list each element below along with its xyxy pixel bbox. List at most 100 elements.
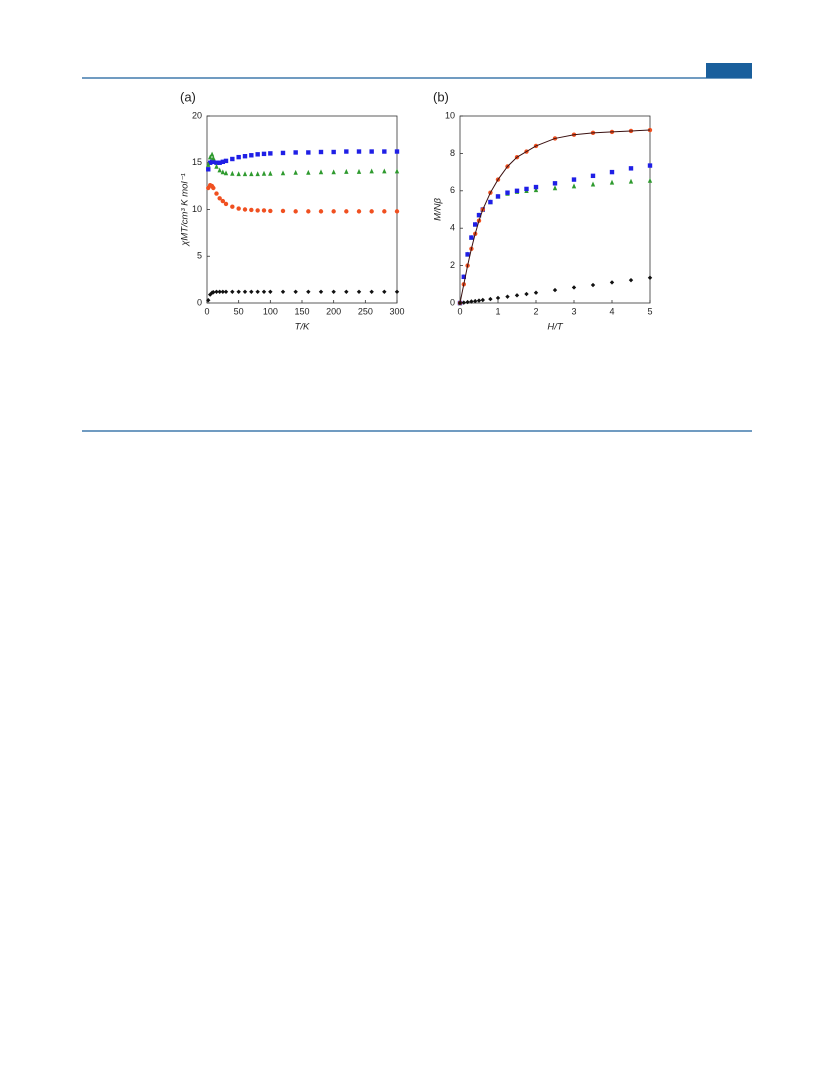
data-point bbox=[356, 209, 362, 214]
data-point bbox=[356, 149, 362, 154]
data-point bbox=[268, 289, 273, 294]
x-tick-label: 50 bbox=[234, 306, 244, 316]
data-point bbox=[318, 149, 324, 155]
data-point bbox=[242, 154, 248, 159]
data-point bbox=[242, 207, 248, 212]
data-point bbox=[533, 184, 539, 190]
data-point bbox=[261, 289, 267, 294]
data-point bbox=[571, 285, 577, 290]
data-point bbox=[242, 289, 248, 294]
data-point bbox=[457, 300, 463, 306]
data-point bbox=[461, 300, 466, 305]
data-point bbox=[230, 289, 235, 294]
data-point bbox=[476, 212, 482, 218]
data-point bbox=[382, 168, 387, 174]
x-axis-label: H/T bbox=[547, 322, 564, 333]
data-point bbox=[590, 282, 596, 288]
data-point bbox=[268, 151, 273, 156]
data-point bbox=[223, 170, 229, 176]
data-point bbox=[469, 299, 474, 304]
data-point bbox=[220, 169, 226, 175]
data-point bbox=[230, 170, 235, 176]
data-point bbox=[331, 289, 336, 294]
data-point bbox=[249, 289, 254, 294]
data-point bbox=[609, 169, 615, 175]
data-point bbox=[461, 274, 466, 280]
data-point bbox=[571, 183, 577, 189]
data-point bbox=[628, 277, 634, 283]
data-point bbox=[223, 201, 229, 207]
data-point bbox=[211, 290, 216, 295]
fit-line bbox=[459, 129, 651, 304]
data-point bbox=[514, 188, 520, 193]
data-point bbox=[214, 289, 219, 294]
data-point bbox=[293, 289, 298, 294]
data-point bbox=[647, 275, 653, 280]
data-point bbox=[473, 222, 478, 227]
data-point bbox=[306, 209, 311, 214]
data-point bbox=[249, 153, 254, 158]
x-tick-label: 1 bbox=[495, 306, 500, 316]
data-point bbox=[369, 289, 374, 294]
data-point bbox=[318, 209, 324, 214]
data-point bbox=[628, 166, 634, 171]
plot-frame bbox=[206, 115, 398, 304]
data-point bbox=[306, 169, 311, 175]
data-point bbox=[514, 293, 520, 298]
data-point bbox=[236, 289, 241, 294]
y-tick-label: 5 bbox=[197, 251, 202, 261]
panel-label: (b) bbox=[433, 89, 449, 104]
header-tab bbox=[706, 63, 752, 78]
data-point bbox=[318, 289, 324, 294]
panel-label: (a) bbox=[180, 89, 196, 104]
data-point bbox=[473, 298, 478, 304]
data-point bbox=[647, 177, 653, 183]
data-point bbox=[220, 289, 226, 294]
data-point bbox=[647, 127, 653, 133]
data-point bbox=[214, 163, 219, 169]
x-tick-label: 250 bbox=[358, 306, 373, 316]
data-point bbox=[209, 151, 215, 157]
data-point bbox=[394, 168, 400, 174]
x-axis-label: T/K bbox=[295, 322, 310, 333]
data-point bbox=[476, 298, 482, 303]
data-point bbox=[236, 171, 241, 177]
x-tick-label: 200 bbox=[326, 306, 341, 316]
data-point bbox=[533, 187, 539, 193]
data-point bbox=[344, 168, 349, 174]
data-point bbox=[242, 171, 248, 177]
y-tick-label: 10 bbox=[192, 204, 202, 214]
data-point bbox=[261, 151, 267, 157]
data-point bbox=[211, 185, 216, 191]
data-point bbox=[382, 209, 387, 214]
data-point bbox=[495, 194, 501, 199]
data-point bbox=[211, 159, 216, 165]
data-point bbox=[488, 199, 493, 205]
data-point bbox=[394, 289, 400, 294]
x-tick-label: 5 bbox=[647, 306, 652, 316]
data-point bbox=[331, 149, 336, 155]
data-point bbox=[261, 170, 267, 176]
y-tick-label: 15 bbox=[192, 157, 202, 167]
data-point bbox=[495, 295, 501, 301]
data-point bbox=[280, 150, 286, 156]
data-point bbox=[552, 181, 558, 186]
data-point bbox=[230, 204, 235, 209]
data-point bbox=[394, 209, 400, 214]
y-tick-label: 0 bbox=[450, 297, 455, 307]
data-point bbox=[280, 208, 286, 214]
data-point bbox=[465, 252, 470, 257]
y-tick-label: 20 bbox=[192, 110, 202, 120]
y-tick-label: 6 bbox=[450, 185, 455, 195]
x-tick-label: 0 bbox=[457, 306, 462, 316]
data-point bbox=[293, 150, 298, 155]
y-tick-label: 8 bbox=[450, 148, 455, 158]
data-point bbox=[293, 209, 298, 214]
data-point bbox=[280, 170, 286, 176]
plot-frame bbox=[459, 115, 651, 304]
data-point bbox=[206, 167, 211, 172]
data-point bbox=[223, 289, 229, 294]
x-tick-label: 4 bbox=[609, 306, 614, 316]
data-point bbox=[382, 289, 387, 294]
